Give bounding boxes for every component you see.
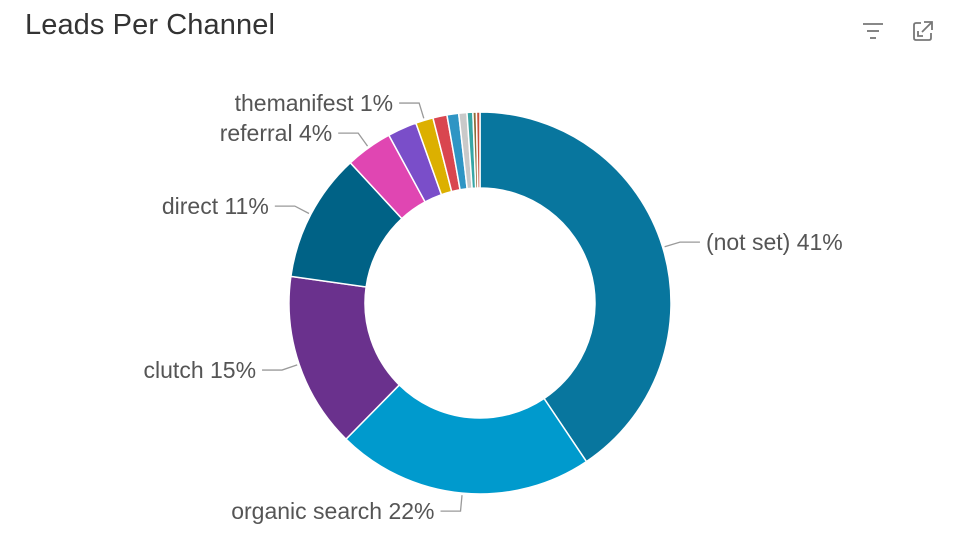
- slice-organic-search[interactable]: [344, 383, 588, 495]
- expand-button[interactable]: [910, 18, 936, 44]
- filter-button[interactable]: [860, 18, 886, 44]
- leader-line-not-set: [664, 241, 700, 248]
- label-themanifest: themanifest 1%: [235, 90, 394, 116]
- label-not-set: (not set) 41%: [706, 229, 843, 255]
- leader-line-clutch: [262, 364, 298, 371]
- leader-line-themanifest: [399, 102, 425, 119]
- label-organic-search: organic search 22%: [231, 498, 434, 524]
- chart-toolbar: [860, 18, 936, 44]
- expand-icon: [913, 21, 933, 41]
- leader-line-referral: [338, 132, 369, 147]
- label-clutch: clutch 15%: [144, 357, 257, 383]
- slice-other-12[interactable]: [475, 111, 481, 189]
- leader-line-organic-search: [440, 495, 463, 512]
- chart-title: Leads Per Channel: [25, 9, 275, 41]
- leader-line-direct: [274, 205, 310, 215]
- label-referral: referral 4%: [220, 120, 332, 146]
- slice-not-set[interactable]: [479, 111, 672, 463]
- filter-icon: [863, 23, 883, 39]
- label-direct: direct 11%: [162, 193, 269, 219]
